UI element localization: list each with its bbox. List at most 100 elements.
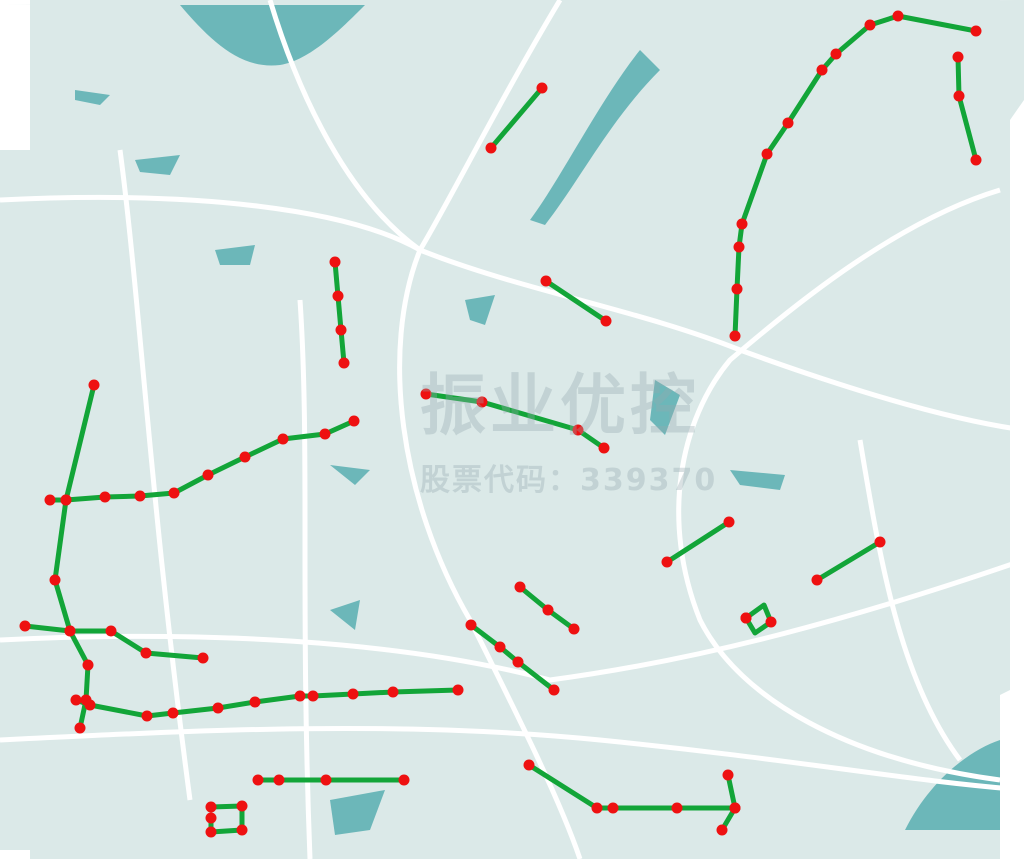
stop-marker	[723, 516, 735, 528]
stop-marker	[99, 491, 111, 503]
stop-marker	[19, 620, 31, 632]
stop-marker	[239, 451, 251, 463]
route-line	[332, 259, 347, 366]
stop-marker	[141, 710, 153, 722]
stop-marker	[671, 802, 683, 814]
stop-marker	[236, 824, 248, 836]
route-line	[468, 622, 557, 693]
road	[857, 439, 963, 762]
stop-marker	[64, 625, 76, 637]
stop-marker	[332, 290, 344, 302]
water-body	[180, 5, 365, 66]
stop-marker	[202, 469, 214, 481]
stop-marker	[494, 641, 506, 653]
stop-marker	[465, 619, 477, 631]
route-line	[664, 519, 732, 565]
stop-marker	[347, 688, 359, 700]
stop-marker	[82, 659, 94, 671]
stop-marker	[452, 684, 464, 696]
stop-marker	[830, 48, 842, 60]
stop-marker	[952, 51, 964, 63]
route-line	[423, 391, 607, 451]
stop-marker	[319, 428, 331, 440]
stop-marker	[782, 117, 794, 129]
stop-marker	[335, 324, 347, 336]
stop-marker	[168, 487, 180, 499]
route-line	[814, 539, 883, 583]
stop-marker	[167, 707, 179, 719]
stop-marker	[600, 315, 612, 327]
stop-marker	[542, 604, 554, 616]
stop-marker	[811, 574, 823, 586]
stop-marker	[722, 769, 734, 781]
route-line	[47, 418, 357, 503]
stop-marker	[512, 656, 524, 668]
stop-marker	[970, 154, 982, 166]
stop-marker	[387, 686, 399, 698]
stop-marker	[294, 690, 306, 702]
stop-marker	[476, 396, 488, 408]
stop-marker	[892, 10, 904, 22]
stop-marker	[607, 802, 619, 814]
stop-marker	[733, 241, 745, 253]
stop-marker	[320, 774, 332, 786]
stop-marker	[729, 802, 741, 814]
stop-marker	[716, 824, 728, 836]
stop-marker	[953, 90, 965, 102]
stop-marker	[548, 684, 560, 696]
stop-marker	[420, 388, 432, 400]
road	[397, 249, 583, 859]
stop-marker	[970, 25, 982, 37]
stop-marker	[249, 696, 261, 708]
stop-marker	[761, 148, 773, 160]
stop-marker	[205, 812, 217, 824]
stop-marker	[598, 442, 610, 454]
stop-marker	[88, 379, 100, 391]
stop-marker	[134, 490, 146, 502]
stop-marker	[70, 694, 82, 706]
stop-marker	[523, 759, 535, 771]
stop-marker	[398, 774, 410, 786]
stop-marker	[514, 581, 526, 593]
stop-marker	[736, 218, 748, 230]
road	[297, 299, 313, 859]
stop-marker	[105, 625, 117, 637]
stop-marker	[205, 801, 217, 813]
stop-marker	[661, 556, 673, 568]
stop-marker	[540, 275, 552, 287]
water-body	[75, 90, 110, 105]
stop-marker	[49, 574, 61, 586]
stop-marker	[591, 802, 603, 814]
stop-marker	[729, 330, 741, 342]
road	[117, 149, 193, 801]
water-body	[215, 245, 255, 265]
water-body	[135, 155, 180, 175]
stop-marker	[307, 690, 319, 702]
stop-marker	[864, 19, 876, 31]
road	[417, 0, 563, 252]
water-body	[730, 470, 785, 490]
stop-marker	[816, 64, 828, 76]
stop-marker	[140, 647, 152, 659]
route-line	[488, 85, 545, 151]
route-line	[543, 278, 609, 324]
stop-marker	[731, 283, 743, 295]
water-body	[330, 465, 370, 485]
stop-marker	[212, 702, 224, 714]
stop-marker	[568, 623, 580, 635]
stop-marker	[252, 774, 264, 786]
water-body	[650, 380, 680, 435]
stop-marker	[197, 652, 209, 664]
stop-marker	[236, 800, 248, 812]
stop-marker	[536, 82, 548, 94]
water-body	[330, 790, 385, 835]
stop-marker	[273, 774, 285, 786]
stop-marker	[329, 256, 341, 268]
water-body	[465, 295, 495, 325]
stop-marker	[485, 142, 497, 154]
stop-marker	[60, 494, 72, 506]
stop-marker	[348, 415, 360, 427]
